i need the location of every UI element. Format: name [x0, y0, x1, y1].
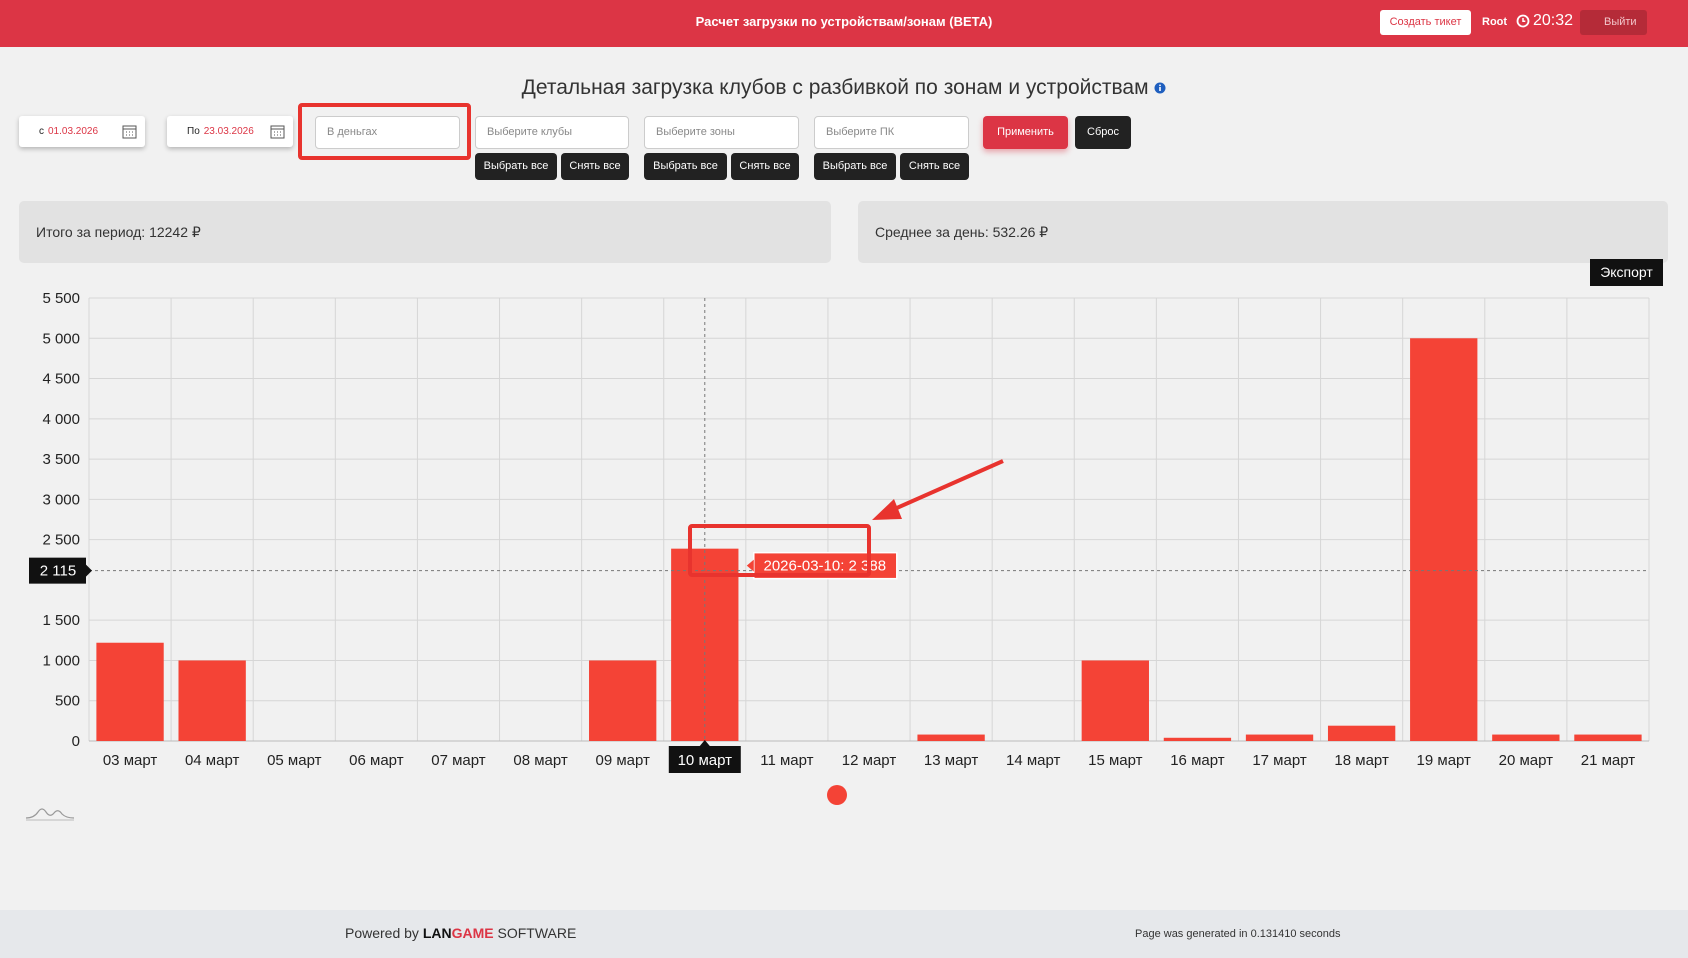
bar	[1574, 734, 1642, 741]
date-from-prefix: с	[39, 126, 44, 137]
average-summary: Среднее за день: 532.26 ₽	[858, 201, 1668, 263]
clubs-select[interactable]: Выберите клубы	[475, 116, 629, 149]
date-from-value: 01.03.2026	[48, 126, 99, 137]
tooltip-text: 2026-03-10: 2 388	[763, 558, 886, 575]
y-tick-label: 5 000	[42, 330, 80, 347]
category-highlight-pointer	[699, 740, 710, 746]
brand-game: GAME	[451, 925, 494, 941]
crosshair-label-box	[29, 557, 86, 584]
x-tick-label: 06 март	[349, 752, 404, 769]
x-tick-label: 17 март	[1252, 752, 1307, 769]
logout-button[interactable]: Выйти	[1580, 10, 1647, 35]
bar	[1163, 737, 1232, 741]
bar	[917, 734, 985, 741]
ticket-button[interactable]: Создать тикет	[1380, 10, 1471, 35]
calendar-icon	[122, 125, 137, 139]
x-tick-label: 10 март	[678, 752, 733, 769]
y-tick-label: 1 500	[42, 612, 80, 629]
x-tick-label: 19 март	[1417, 752, 1472, 769]
pagination-dot[interactable]	[826, 784, 848, 806]
x-tick-label: 11 март	[760, 752, 813, 769]
bar	[1410, 338, 1478, 741]
crosshair-label-pointer	[86, 564, 92, 577]
x-tick-label: 13 март	[924, 752, 979, 769]
export-button[interactable]: Экспорт	[1590, 259, 1663, 286]
info-icon[interactable]	[1154, 82, 1166, 94]
select-all-button[interactable]: Выбрать все	[475, 153, 557, 180]
x-tick-label: 07 март	[431, 752, 486, 769]
select-all-button[interactable]: Выбрать все	[814, 153, 896, 180]
zones-select[interactable]: Выберите зоны	[644, 116, 799, 149]
clear-all-button[interactable]: Снять все	[561, 153, 629, 180]
x-tick-label: 09 март	[595, 752, 650, 769]
date-to[interactable]: По 23.03.2026	[167, 116, 293, 147]
generated-time: Page was generated in 0.131410 seconds	[1135, 928, 1341, 940]
user-name[interactable]: Root	[1482, 16, 1508, 28]
x-tick-label: 20 март	[1499, 752, 1554, 769]
header-title: Расчет загрузки по устройствам/зонам (BE…	[695, 14, 993, 29]
footer: Powered by LANGAME SOFTWARE Page was gen…	[0, 910, 1688, 958]
x-tick-label: 04 март	[185, 752, 240, 769]
date-from[interactable]: с 01.03.2026	[19, 116, 145, 147]
date-to-value: 23.03.2026	[203, 126, 254, 137]
page-title: Детальная загрузка клубов с разбивкой по…	[0, 76, 1688, 100]
powered-by: Powered by LANGAME SOFTWARE	[345, 925, 576, 941]
x-tick-label: 03 март	[103, 752, 158, 769]
pc-select[interactable]: Выберите ПК	[814, 116, 969, 149]
y-tick-label: 1 000	[42, 652, 80, 669]
select-all-button[interactable]: Выбрать все	[644, 153, 727, 180]
x-tick-label: 15 март	[1088, 752, 1143, 769]
bar	[1081, 660, 1149, 741]
chart-icon	[25, 808, 75, 821]
x-tick-label: 16 март	[1170, 752, 1225, 769]
total-summary: Итого за период: 12242 ₽	[19, 201, 831, 263]
x-tick-label: 08 март	[513, 752, 568, 769]
y-tick-label: 0	[72, 733, 80, 750]
y-tick-label: 3 000	[42, 491, 80, 508]
bar	[178, 660, 246, 741]
brand-suffix: SOFTWARE	[497, 925, 577, 941]
powered-by-text: Powered by	[345, 925, 419, 941]
brand-lan: LAN	[422, 925, 452, 941]
bar	[1492, 734, 1560, 741]
y-tick-label: 3 500	[42, 451, 80, 468]
y-tick-label: 500	[55, 693, 80, 710]
y-tick-label: 4 500	[42, 371, 80, 388]
reset-button[interactable]: Сброс	[1075, 116, 1131, 149]
page-title-text: Детальная загрузка клубов с разбивкой по…	[521, 76, 1149, 99]
header: Расчет загрузки по устройствам/зонам (BE…	[0, 0, 1688, 47]
date-to-prefix: По	[187, 126, 200, 137]
bar	[589, 660, 657, 741]
x-tick-label: 14 март	[1006, 752, 1061, 769]
y-tick-label: 4 000	[42, 411, 80, 428]
y-tick-label: 5 500	[42, 290, 80, 307]
x-tick-label: 05 март	[267, 752, 322, 769]
crosshair-label: 2 115	[40, 563, 76, 580]
bar	[1327, 725, 1396, 741]
bar	[96, 642, 164, 741]
apply-button[interactable]: Применить	[983, 116, 1068, 149]
x-tick-label: 18 март	[1334, 752, 1389, 769]
x-tick-label: 12 март	[842, 752, 897, 769]
clear-all-button[interactable]: Снять все	[731, 153, 799, 180]
calendar-icon	[270, 125, 285, 139]
y-tick-label: 2 500	[42, 532, 80, 549]
clock-icon	[1516, 14, 1530, 28]
x-tick-label: 21 март	[1581, 752, 1636, 769]
clock-time: 20:32	[1533, 12, 1574, 29]
clear-all-button[interactable]: Снять все	[900, 153, 969, 180]
tooltip-pointer	[746, 559, 754, 572]
category-highlight	[668, 746, 741, 773]
bar	[1245, 734, 1314, 741]
